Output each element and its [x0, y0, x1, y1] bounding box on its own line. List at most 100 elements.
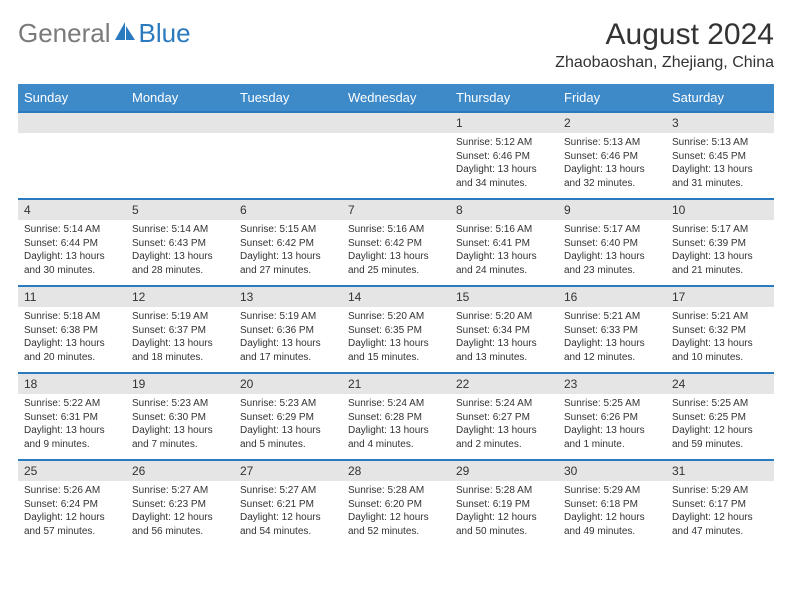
day-number-cell: 7 — [342, 199, 450, 220]
daylight2-text: and 49 minutes. — [564, 525, 660, 539]
daylight2-text: and 59 minutes. — [672, 438, 768, 452]
sunset-text: Sunset: 6:35 PM — [348, 324, 444, 338]
daylight1-text: Daylight: 13 hours — [132, 424, 228, 438]
day-number-row: 25262728293031 — [18, 460, 774, 481]
sunrise-text: Sunrise: 5:25 AM — [672, 397, 768, 411]
day-info-cell: Sunrise: 5:14 AMSunset: 6:44 PMDaylight:… — [18, 220, 126, 286]
day-number-cell: 18 — [18, 373, 126, 394]
sunset-text: Sunset: 6:41 PM — [456, 237, 552, 251]
day-info-cell: Sunrise: 5:19 AMSunset: 6:36 PMDaylight:… — [234, 307, 342, 373]
day-info-cell: Sunrise: 5:14 AMSunset: 6:43 PMDaylight:… — [126, 220, 234, 286]
day-number-cell: 11 — [18, 286, 126, 307]
day-number-cell: 25 — [18, 460, 126, 481]
daylight1-text: Daylight: 13 hours — [24, 424, 120, 438]
daylight1-text: Daylight: 13 hours — [456, 337, 552, 351]
page-header: General Blue August 2024 Zhaobaoshan, Zh… — [18, 18, 774, 72]
daylight1-text: Daylight: 13 hours — [240, 424, 336, 438]
sunset-text: Sunset: 6:27 PM — [456, 411, 552, 425]
day-number-row: 18192021222324 — [18, 373, 774, 394]
day-info-cell: Sunrise: 5:23 AMSunset: 6:29 PMDaylight:… — [234, 394, 342, 460]
sunrise-text: Sunrise: 5:13 AM — [564, 136, 660, 150]
sunset-text: Sunset: 6:26 PM — [564, 411, 660, 425]
daylight2-text: and 5 minutes. — [240, 438, 336, 452]
sunset-text: Sunset: 6:21 PM — [240, 498, 336, 512]
calendar-table: SundayMondayTuesdayWednesdayThursdayFrid… — [18, 84, 774, 546]
day-header: Wednesday — [342, 84, 450, 112]
day-number-cell: 6 — [234, 199, 342, 220]
sunset-text: Sunset: 6:45 PM — [672, 150, 768, 164]
daylight1-text: Daylight: 13 hours — [132, 250, 228, 264]
day-info-cell: Sunrise: 5:21 AMSunset: 6:33 PMDaylight:… — [558, 307, 666, 373]
daylight1-text: Daylight: 13 hours — [564, 163, 660, 177]
day-info-cell: Sunrise: 5:13 AMSunset: 6:45 PMDaylight:… — [666, 133, 774, 199]
day-number-row: 11121314151617 — [18, 286, 774, 307]
day-header: Tuesday — [234, 84, 342, 112]
sunrise-text: Sunrise: 5:14 AM — [132, 223, 228, 237]
daylight1-text: Daylight: 13 hours — [132, 337, 228, 351]
day-header-row: SundayMondayTuesdayWednesdayThursdayFrid… — [18, 84, 774, 112]
day-number-cell — [342, 112, 450, 133]
day-info-cell: Sunrise: 5:21 AMSunset: 6:32 PMDaylight:… — [666, 307, 774, 373]
day-number-cell: 10 — [666, 199, 774, 220]
sunset-text: Sunset: 6:18 PM — [564, 498, 660, 512]
sunrise-text: Sunrise: 5:21 AM — [564, 310, 660, 324]
sunrise-text: Sunrise: 5:20 AM — [348, 310, 444, 324]
sunrise-text: Sunrise: 5:27 AM — [132, 484, 228, 498]
sunrise-text: Sunrise: 5:19 AM — [132, 310, 228, 324]
day-info-cell: Sunrise: 5:26 AMSunset: 6:24 PMDaylight:… — [18, 481, 126, 546]
day-info-row: Sunrise: 5:26 AMSunset: 6:24 PMDaylight:… — [18, 481, 774, 546]
daylight1-text: Daylight: 13 hours — [456, 250, 552, 264]
sunrise-text: Sunrise: 5:28 AM — [348, 484, 444, 498]
day-info-cell — [126, 133, 234, 199]
daylight2-text: and 17 minutes. — [240, 351, 336, 365]
day-number-row: 123 — [18, 112, 774, 133]
sunrise-text: Sunrise: 5:23 AM — [240, 397, 336, 411]
daylight2-text: and 54 minutes. — [240, 525, 336, 539]
sunset-text: Sunset: 6:42 PM — [240, 237, 336, 251]
day-number-cell: 19 — [126, 373, 234, 394]
daylight1-text: Daylight: 13 hours — [348, 424, 444, 438]
sunrise-text: Sunrise: 5:29 AM — [564, 484, 660, 498]
day-header: Monday — [126, 84, 234, 112]
sunrise-text: Sunrise: 5:12 AM — [456, 136, 552, 150]
day-number-cell: 8 — [450, 199, 558, 220]
day-info-cell: Sunrise: 5:17 AMSunset: 6:40 PMDaylight:… — [558, 220, 666, 286]
sunrise-text: Sunrise: 5:24 AM — [348, 397, 444, 411]
daylight2-text: and 4 minutes. — [348, 438, 444, 452]
day-number-cell: 4 — [18, 199, 126, 220]
day-info-cell: Sunrise: 5:29 AMSunset: 6:18 PMDaylight:… — [558, 481, 666, 546]
day-info-cell: Sunrise: 5:17 AMSunset: 6:39 PMDaylight:… — [666, 220, 774, 286]
daylight2-text: and 34 minutes. — [456, 177, 552, 191]
day-info-cell — [18, 133, 126, 199]
logo-sail-icon — [113, 20, 137, 47]
day-info-cell: Sunrise: 5:25 AMSunset: 6:25 PMDaylight:… — [666, 394, 774, 460]
daylight2-text: and 18 minutes. — [132, 351, 228, 365]
sunset-text: Sunset: 6:25 PM — [672, 411, 768, 425]
day-info-cell: Sunrise: 5:28 AMSunset: 6:19 PMDaylight:… — [450, 481, 558, 546]
daylight2-text: and 56 minutes. — [132, 525, 228, 539]
day-number-cell — [18, 112, 126, 133]
sunrise-text: Sunrise: 5:23 AM — [132, 397, 228, 411]
sunset-text: Sunset: 6:46 PM — [456, 150, 552, 164]
logo-text-blue: Blue — [139, 18, 191, 49]
sunset-text: Sunset: 6:36 PM — [240, 324, 336, 338]
day-number-cell: 26 — [126, 460, 234, 481]
day-info-row: Sunrise: 5:14 AMSunset: 6:44 PMDaylight:… — [18, 220, 774, 286]
daylight1-text: Daylight: 13 hours — [456, 424, 552, 438]
daylight2-text: and 13 minutes. — [456, 351, 552, 365]
sunrise-text: Sunrise: 5:19 AM — [240, 310, 336, 324]
day-info-cell: Sunrise: 5:29 AMSunset: 6:17 PMDaylight:… — [666, 481, 774, 546]
day-number-cell: 28 — [342, 460, 450, 481]
daylight2-text: and 31 minutes. — [672, 177, 768, 191]
sunrise-text: Sunrise: 5:27 AM — [240, 484, 336, 498]
daylight1-text: Daylight: 13 hours — [672, 250, 768, 264]
day-number-cell — [126, 112, 234, 133]
day-number-cell: 3 — [666, 112, 774, 133]
day-number-cell: 24 — [666, 373, 774, 394]
day-info-row: Sunrise: 5:22 AMSunset: 6:31 PMDaylight:… — [18, 394, 774, 460]
daylight2-text: and 10 minutes. — [672, 351, 768, 365]
daylight1-text: Daylight: 12 hours — [24, 511, 120, 525]
sunrise-text: Sunrise: 5:17 AM — [564, 223, 660, 237]
sunset-text: Sunset: 6:20 PM — [348, 498, 444, 512]
daylight1-text: Daylight: 13 hours — [24, 250, 120, 264]
